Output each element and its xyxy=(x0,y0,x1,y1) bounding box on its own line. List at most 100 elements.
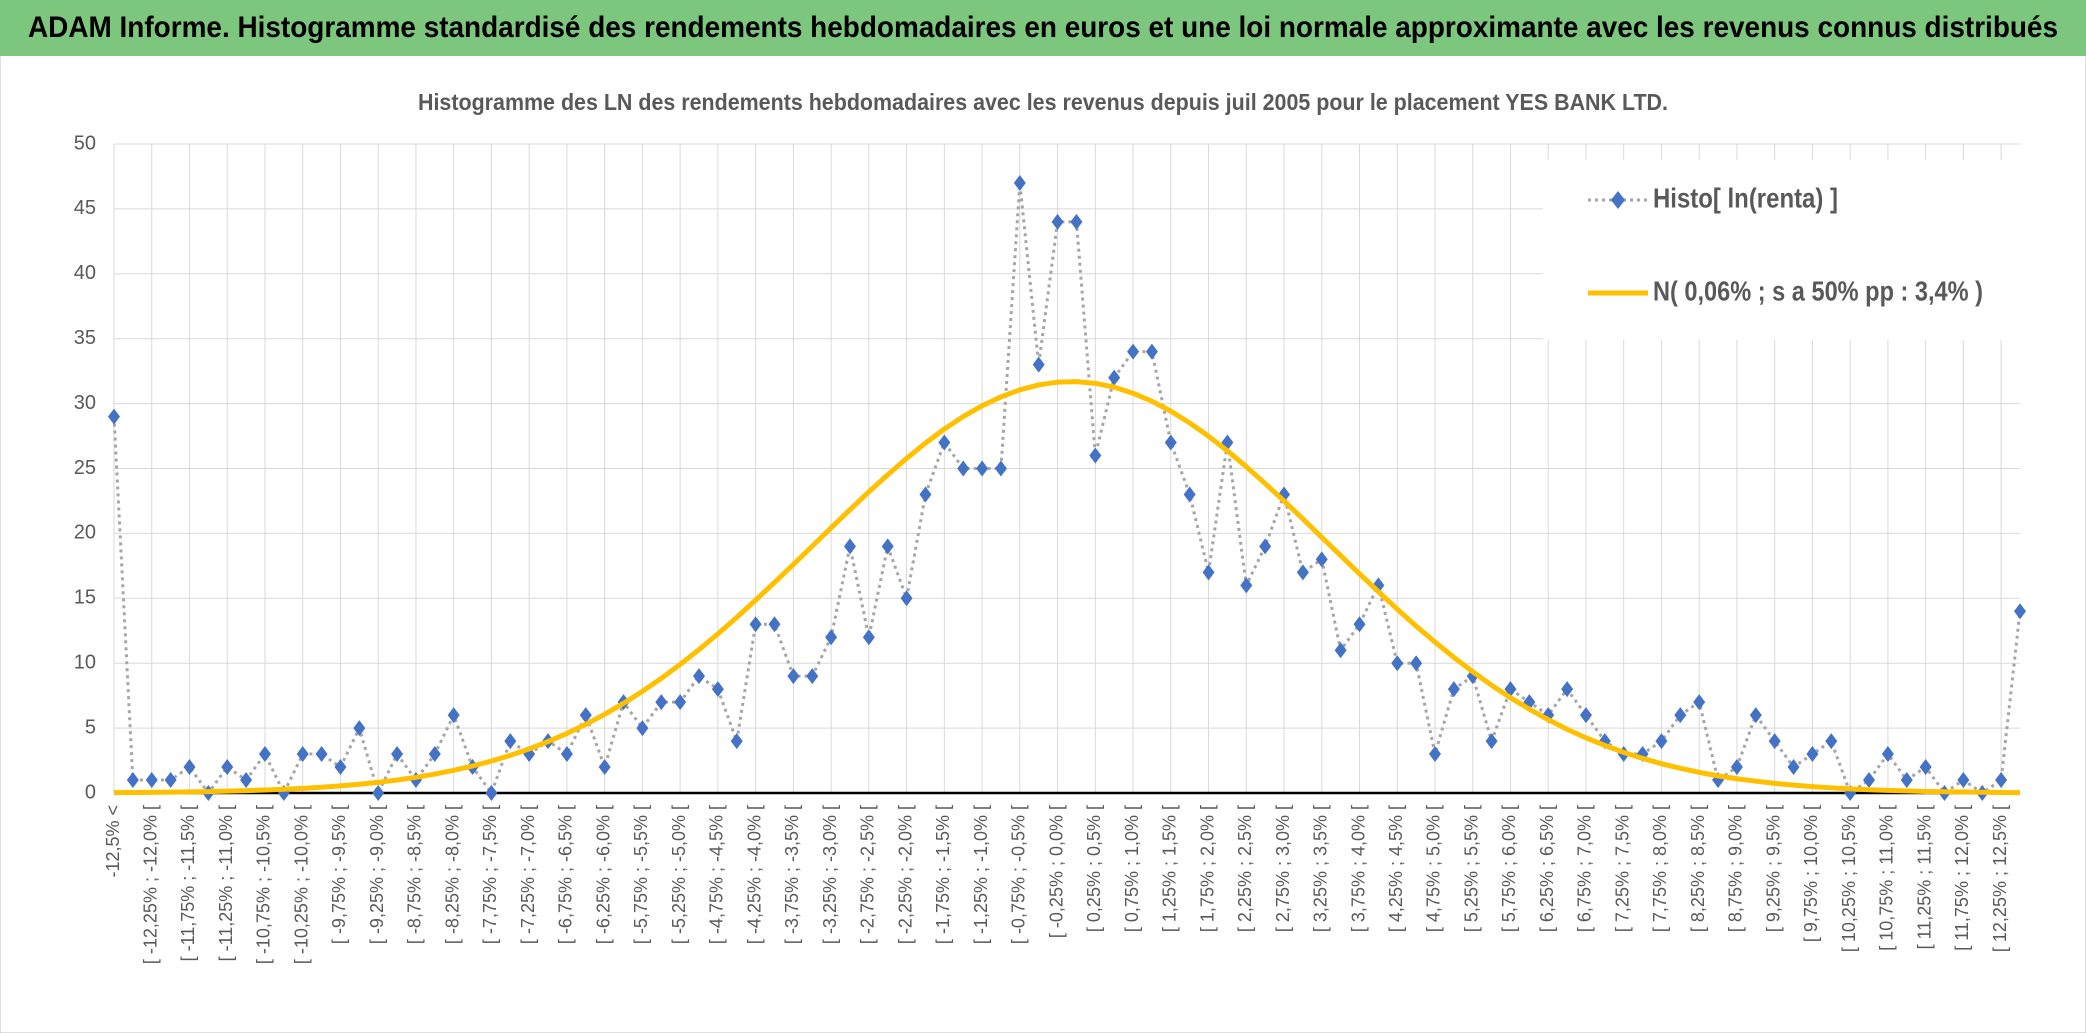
x-tick-label: [ 2,75% ; 3,0% [ xyxy=(1273,805,1293,932)
y-tick-label: 35 xyxy=(74,327,96,349)
diamond-marker xyxy=(145,772,158,789)
diamond-marker xyxy=(353,720,366,737)
x-tick-label: [ 9,25% ; 9,5% [ xyxy=(1763,805,1783,932)
diamond-marker xyxy=(1655,733,1668,750)
diamond-marker xyxy=(976,460,989,477)
x-tick-label: [ -0,25% ; 0,0% [ xyxy=(1046,805,1066,938)
diamond-marker xyxy=(749,616,762,633)
diamond-marker xyxy=(768,616,781,633)
x-tick-label: [ 8,75% ; 9,0% [ xyxy=(1726,805,1746,932)
diamond-marker xyxy=(334,759,347,776)
x-tick-label: [ -2,25% ; -2,0% [ xyxy=(895,805,915,944)
diamond-marker xyxy=(183,759,196,776)
diamond-marker xyxy=(1202,564,1215,581)
legend-marker xyxy=(1611,191,1625,209)
diamond-marker xyxy=(1693,694,1706,711)
y-tick-label: 10 xyxy=(74,651,96,673)
diamond-marker xyxy=(485,785,498,801)
x-tick-label: [ 0,75% ; 1,0% [ xyxy=(1122,805,1142,932)
x-tick-label: [ -4,75% ; -4,5% [ xyxy=(707,805,727,944)
y-tick-label: 45 xyxy=(74,197,96,219)
diamond-marker xyxy=(1051,213,1064,230)
diamond-marker xyxy=(296,746,309,763)
y-tick-label: 40 xyxy=(74,262,96,284)
diamond-marker xyxy=(428,746,441,763)
x-tick-label: [ -6,25% ; -6,0% [ xyxy=(593,805,613,944)
x-tick-label: [ 8,25% ; 8,5% [ xyxy=(1688,805,1708,932)
diamond-marker xyxy=(693,668,706,685)
diamond-marker xyxy=(2014,603,2026,620)
y-tick-label: 30 xyxy=(74,392,96,414)
legend-box xyxy=(1543,160,2021,340)
y-tick-label: 5 xyxy=(85,716,96,738)
header-title: ADAM Informe. Histogramme standardisé de… xyxy=(28,11,2058,44)
series-line xyxy=(112,181,2022,795)
x-tick-label: [ -9,25% ; -9,0% [ xyxy=(367,805,387,944)
diamond-marker xyxy=(1259,538,1272,555)
x-tick-label: [ 5,25% ; 5,5% [ xyxy=(1461,805,1481,932)
diamond-marker xyxy=(1315,551,1328,568)
x-tick-label: [ 1,25% ; 1,5% [ xyxy=(1160,805,1180,932)
diamond-marker xyxy=(881,538,894,555)
diamond-marker xyxy=(994,460,1007,477)
diamond-marker xyxy=(598,759,611,776)
x-tick-label: [ 6,75% ; 7,0% [ xyxy=(1575,805,1595,932)
x-tick-label: -12,5% < xyxy=(103,805,123,878)
diamond-marker xyxy=(315,746,328,763)
legend-label: Histo[ ln(renta) ] xyxy=(1653,182,1838,213)
x-tick-label: [ -7,75% ; -7,5% [ xyxy=(480,805,500,944)
x-tick-label: [ -12,25% ; -12,0% [ xyxy=(140,805,160,964)
diamond-marker xyxy=(1353,616,1366,633)
x-tick-label: [ -11,75% ; -11,5% [ xyxy=(178,805,198,961)
legend-label: N( 0,06% ; s a 50% pp : 3,4% ) xyxy=(1653,275,1983,306)
diamond-marker xyxy=(1164,434,1177,451)
diamond-marker xyxy=(240,772,253,789)
x-tick-label: [ 6,25% ; 6,5% [ xyxy=(1537,805,1557,932)
x-tick-label: [ 12,25% ; 12,5% [ xyxy=(1990,805,2010,952)
diamond-marker xyxy=(1749,707,1762,724)
x-tick-label: [ -8,25% ; -8,0% [ xyxy=(442,805,462,944)
diamond-marker xyxy=(1240,577,1253,594)
diamond-marker xyxy=(1730,759,1743,776)
x-tick-label: [ -8,75% ; -8,5% [ xyxy=(405,805,425,944)
diamond-marker xyxy=(1070,213,1083,230)
y-tick-label: 25 xyxy=(74,457,96,479)
diamond-marker xyxy=(843,538,856,555)
diamond-marker xyxy=(1108,369,1121,386)
diamond-marker xyxy=(1919,759,1932,776)
x-tick-label: [ 5,75% ; 6,0% [ xyxy=(1499,805,1519,932)
diamond-marker xyxy=(560,746,573,763)
diamond-marker xyxy=(711,681,724,698)
x-tick-label: [ 3,75% ; 4,0% [ xyxy=(1348,805,1368,932)
y-tick-label: 20 xyxy=(74,522,96,544)
x-tick-label: [ 7,25% ; 7,5% [ xyxy=(1612,805,1632,932)
diamond-marker xyxy=(938,434,951,451)
diamond-marker xyxy=(1296,564,1309,581)
x-tick-label: [ -3,25% ; -3,0% [ xyxy=(820,805,840,944)
diamond-marker xyxy=(674,694,687,711)
diamond-marker xyxy=(636,720,649,737)
x-tick-label: [ 10,25% ; 10,5% [ xyxy=(1839,805,1859,952)
x-tick-label: [ 1,75% ; 2,0% [ xyxy=(1197,805,1217,932)
diamond-marker xyxy=(1334,642,1347,659)
y-tick-label: 0 xyxy=(85,781,96,803)
diamond-marker xyxy=(1674,707,1687,724)
x-tick-label: [ -1,25% ; -1,0% [ xyxy=(971,805,991,944)
diamond-marker xyxy=(1410,655,1423,672)
diamond-marker xyxy=(862,629,875,646)
diamond-marker xyxy=(787,668,800,685)
diamond-marker xyxy=(655,694,668,711)
x-tick-label: [ -11,25% ; -11,0% [ xyxy=(216,805,236,961)
diamond-marker xyxy=(1032,356,1045,373)
diamond-marker xyxy=(730,733,743,750)
x-tick-label: [ 7,75% ; 8,0% [ xyxy=(1650,805,1670,932)
x-tick-label: [ -1,75% ; -1,5% [ xyxy=(933,805,953,944)
header-bar xyxy=(0,0,2086,56)
diamond-marker xyxy=(1145,343,1158,360)
x-tick-label: [ -9,75% ; -9,5% [ xyxy=(329,805,349,944)
diamond-marker xyxy=(957,460,970,477)
diamond-marker xyxy=(108,408,120,425)
x-tick-label: [ 11,75% ; 12,0% [ xyxy=(1952,805,1972,951)
diamond-marker xyxy=(1183,486,1196,503)
